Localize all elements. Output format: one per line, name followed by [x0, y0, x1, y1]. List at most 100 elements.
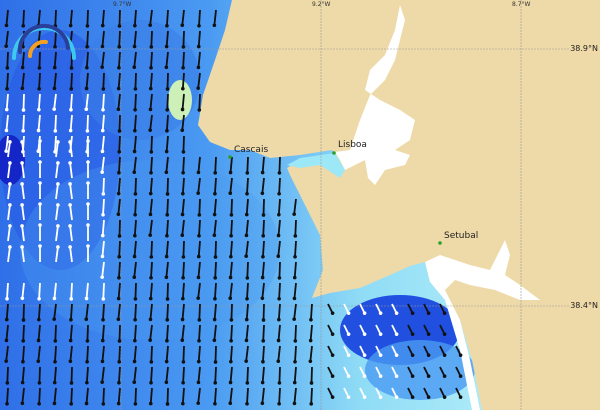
current-arrow [102, 282, 105, 299]
current-arrow [277, 219, 281, 236]
current-arrow [69, 204, 73, 221]
current-arrow [69, 324, 73, 341]
arrow-head [5, 66, 10, 70]
arrow-head [4, 149, 8, 153]
arrow-head [212, 317, 217, 322]
lon-label: 8.7°W [512, 1, 531, 8]
arrow-head [68, 224, 72, 228]
arrow-head [458, 374, 463, 378]
place-label-cascais: Cascais [234, 145, 269, 155]
arrow-head [228, 275, 233, 280]
current-arrow [53, 93, 57, 110]
arrow-head [101, 212, 105, 217]
current-arrows [4, 9, 463, 406]
current-arrow [21, 387, 25, 404]
current-arrow [182, 135, 185, 152]
arrow-head [293, 254, 297, 259]
current-arrow [70, 72, 73, 89]
arrow-head [165, 23, 169, 28]
current-arrow [101, 114, 105, 131]
arrow-head [117, 45, 122, 49]
place-label-setubal: Setubal [444, 231, 479, 241]
current-arrow [181, 303, 185, 320]
current-arrow [214, 387, 217, 404]
arrow-head [378, 374, 383, 378]
arrow-head [308, 359, 313, 364]
arrow-head [133, 23, 137, 28]
arrow-head [37, 381, 42, 385]
arrow-head [5, 296, 9, 301]
current-arrow [53, 303, 57, 320]
arrow-head [85, 24, 90, 28]
arrow-head [56, 203, 60, 207]
arrow-head [52, 380, 57, 385]
arrow-head [132, 254, 137, 259]
current-arrow [133, 156, 137, 173]
current-arrow [101, 240, 105, 257]
arrow-head [85, 129, 90, 133]
current-arrow [118, 135, 121, 152]
arrow-head [261, 234, 266, 238]
arrow-head [69, 107, 73, 112]
current-arrow [245, 345, 249, 362]
arrow-head [196, 275, 201, 280]
current-arrow [86, 30, 89, 47]
current-arrow [230, 303, 233, 320]
current-arrow [21, 246, 25, 263]
arrow-head [84, 401, 89, 406]
arrow-head [148, 128, 152, 132]
current-arrow [150, 366, 153, 383]
current-arrow [5, 324, 9, 341]
current-arrow [229, 240, 233, 257]
arrow-head [180, 317, 185, 322]
current-arrow [213, 198, 217, 215]
arrow-head [410, 332, 415, 336]
arrow-head [213, 360, 218, 364]
current-arrow [70, 93, 73, 110]
arrow-head [56, 161, 60, 165]
current-arrow [118, 345, 121, 362]
arrow-head [20, 65, 25, 70]
current-arrow [6, 282, 9, 299]
arrow-head [100, 275, 104, 279]
current-arrow [246, 156, 249, 173]
arrow-head [52, 65, 57, 70]
current-arrow [198, 324, 201, 341]
arrow-head [149, 45, 154, 49]
arrow-head [309, 381, 314, 385]
current-arrow [197, 366, 201, 383]
current-arrow [133, 9, 137, 26]
current-arrow [278, 177, 281, 194]
current-arrow [309, 345, 313, 362]
current-arrow [230, 198, 233, 215]
current-arrow [117, 93, 121, 110]
arrow-head [293, 234, 298, 238]
current-arrow [165, 345, 169, 362]
arrow-head [228, 191, 233, 196]
arrow-head [260, 170, 265, 175]
arrow-head [148, 107, 153, 112]
current-arrow [165, 366, 169, 383]
current-arrow [21, 282, 25, 299]
arrow-head [148, 212, 153, 217]
current-arrow [181, 219, 185, 236]
current-arrow [133, 366, 137, 383]
arrow-head [346, 353, 351, 357]
arrow-head [181, 401, 185, 406]
current-arrow [261, 177, 265, 194]
arrow-head [292, 296, 297, 301]
arrow-head [116, 401, 121, 406]
arrow-head [4, 359, 8, 363]
arrow-head [261, 359, 265, 364]
current-arrow [117, 72, 121, 89]
current-arrow [6, 366, 9, 383]
arrow-head [394, 353, 399, 357]
arrow-head [38, 181, 42, 185]
arrow-head [148, 23, 152, 27]
arrow-head [229, 213, 234, 217]
current-arrow [181, 387, 185, 404]
arrow-head [378, 353, 383, 357]
current-arrow [197, 30, 201, 47]
